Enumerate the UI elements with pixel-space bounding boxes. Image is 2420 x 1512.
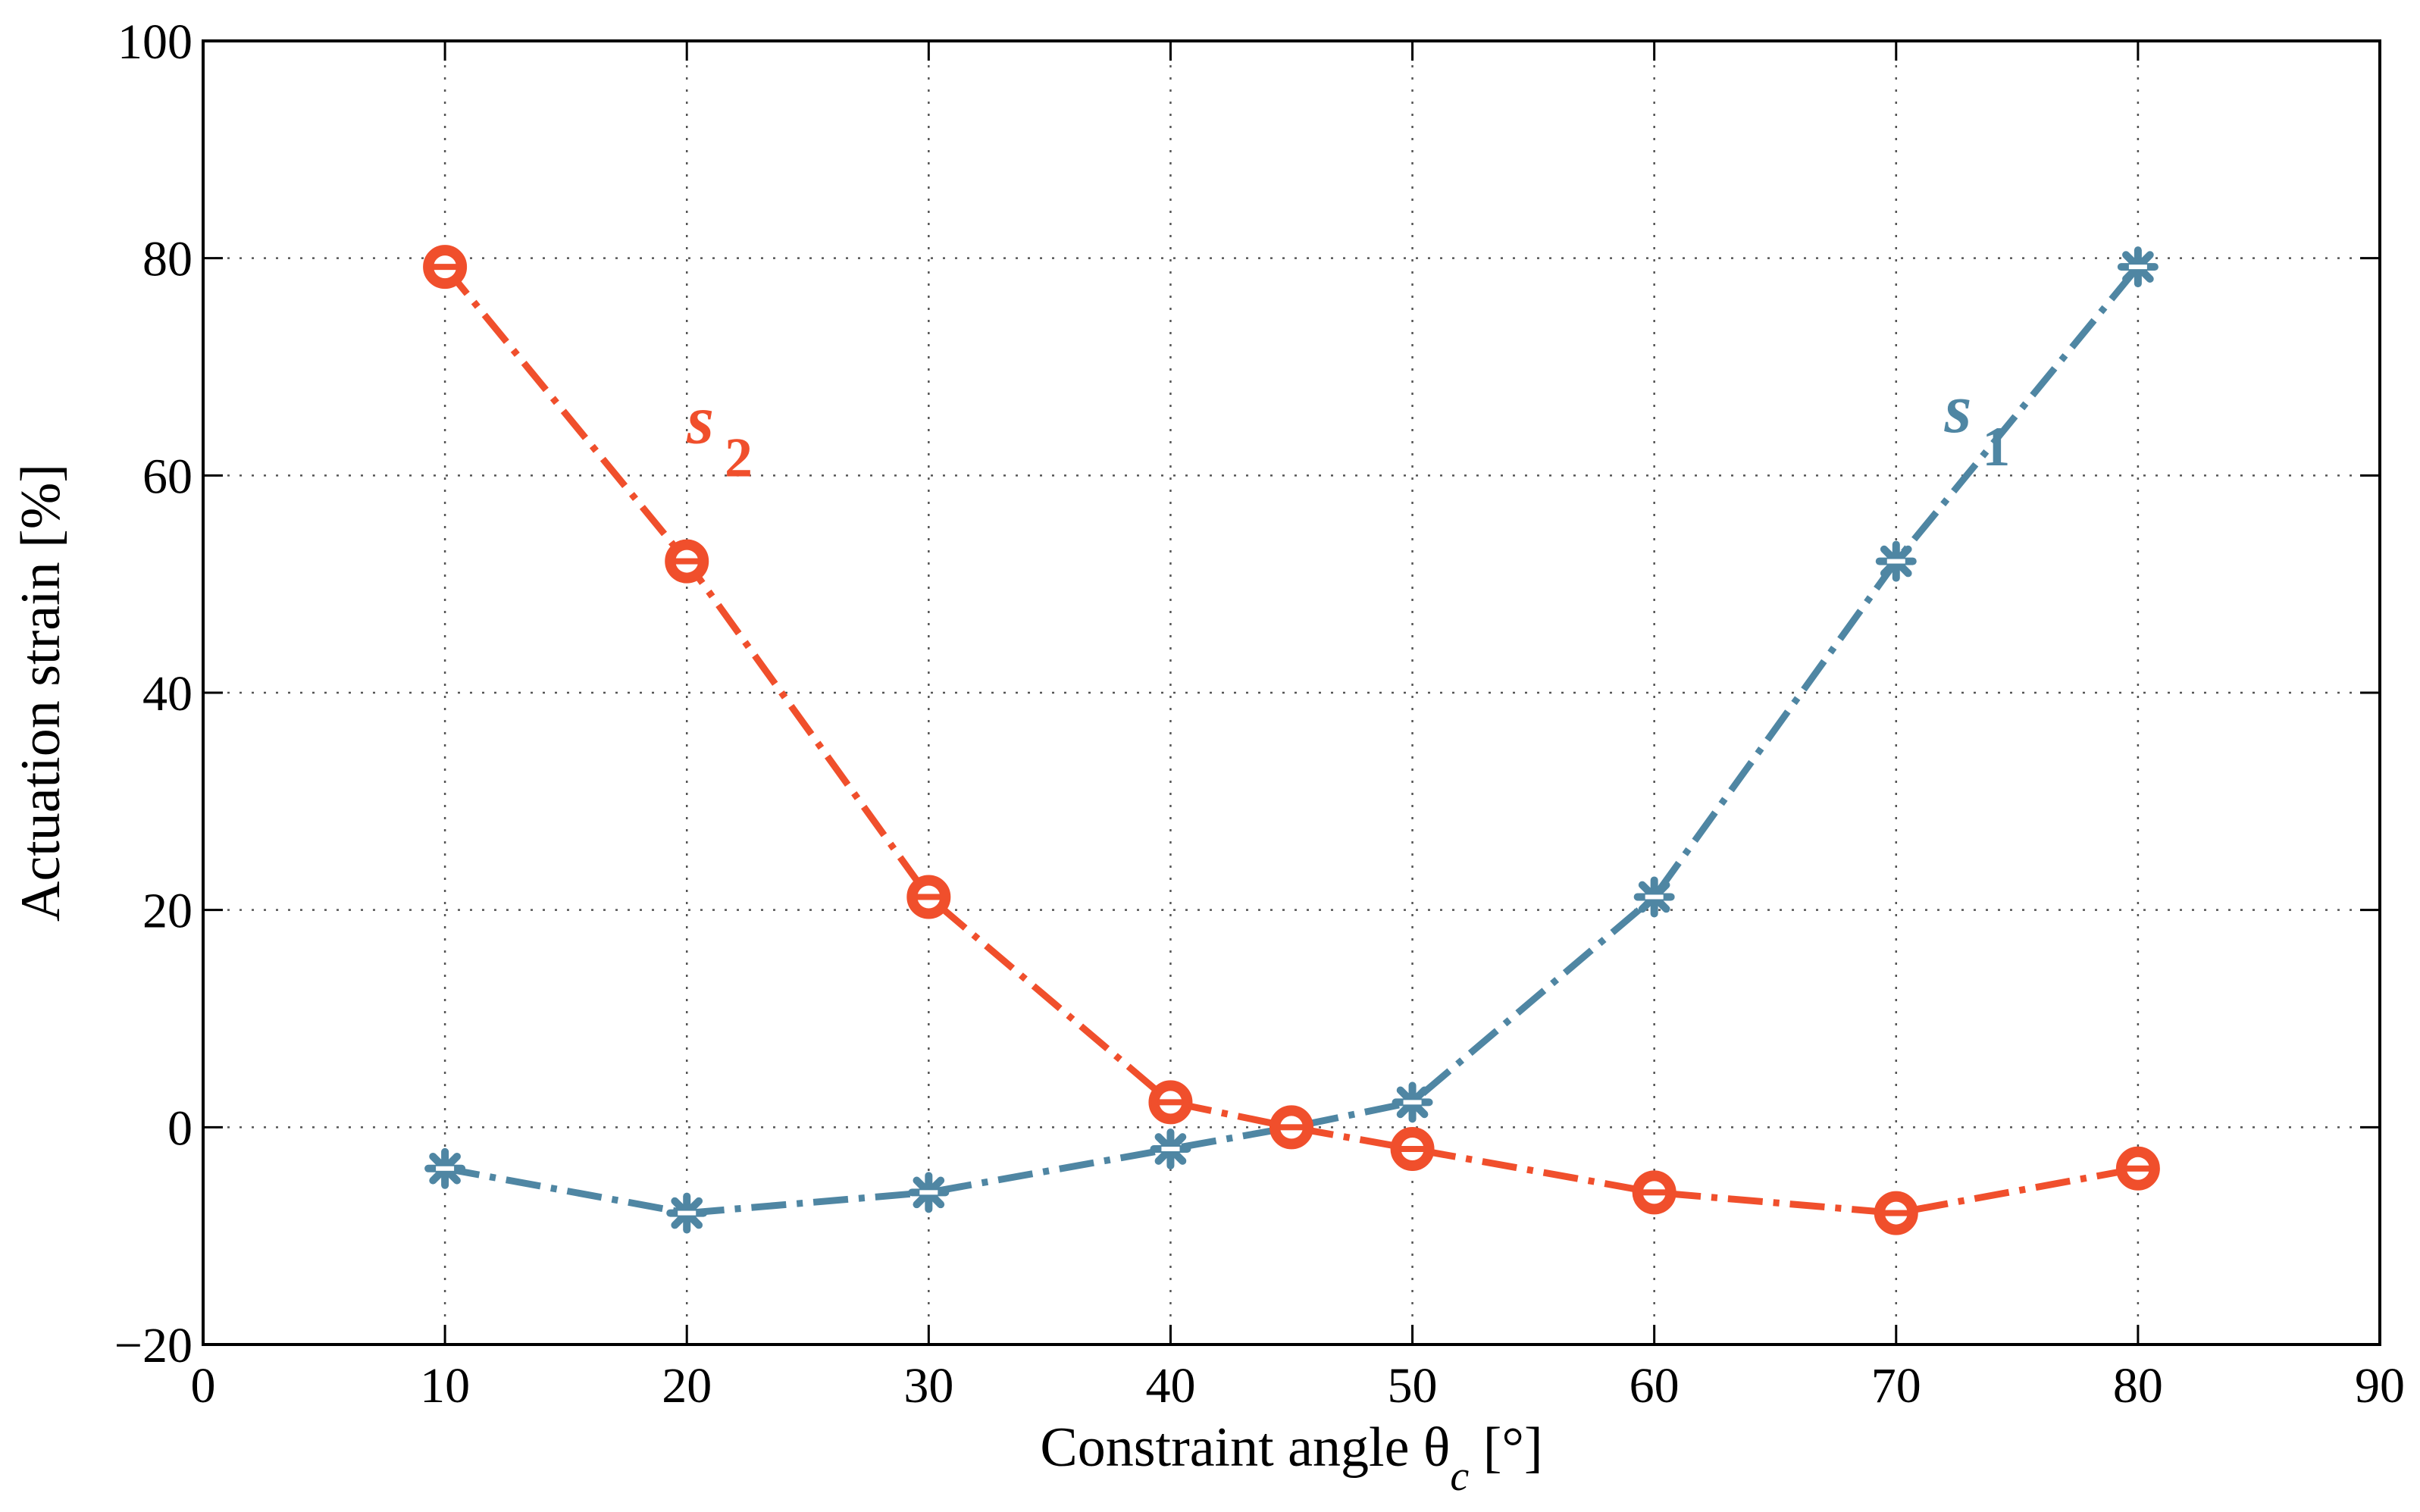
data-point-s2: [1390, 1127, 1435, 1171]
data-point-s2: [665, 539, 709, 584]
data-point-s2: [1874, 1191, 1918, 1235]
x-tick-label: 30: [903, 1358, 953, 1413]
y-tick-label: 40: [142, 666, 193, 722]
series-labels: s 1s 2: [686, 370, 2010, 489]
x-tick-label: 80: [2113, 1358, 2163, 1413]
data-point-s2: [906, 875, 951, 919]
y-tick-label: −20: [114, 1318, 193, 1373]
data-point-s2: [1632, 1170, 1676, 1215]
x-tick-label: 50: [1388, 1358, 1438, 1413]
data-point-s1: [1633, 876, 1675, 918]
y-tick-label: 100: [117, 14, 193, 70]
series-label-subscript: 1: [1982, 416, 2010, 478]
x-axis-title-main: Constraint angle θ: [1040, 1417, 1450, 1479]
x-tick-label: 0: [191, 1358, 216, 1413]
data-point-s1: [424, 1147, 466, 1189]
x-axis-tick-labels: 0 10 20 30 40 50 60 70 80 90: [191, 1358, 2406, 1413]
y-axis-tick-labels: −20 0 20 40 60 80 100: [114, 14, 193, 1373]
series-label-main: s: [1944, 370, 1972, 447]
x-tick-label: 60: [1630, 1358, 1680, 1413]
x-tick-label: 90: [2355, 1358, 2405, 1413]
y-tick-label: 60: [142, 449, 193, 504]
x-tick-label: 10: [420, 1358, 470, 1413]
data-point-s1: [1875, 540, 1917, 582]
data-point-s2: [2115, 1146, 2160, 1191]
x-axis-title: Constraint angle θc [°]: [1040, 1417, 1542, 1500]
series-line-s2: [442, 265, 2139, 1217]
data-point-s1: [666, 1192, 708, 1234]
data-point-s2: [1269, 1105, 1313, 1150]
data-point-s2: [423, 245, 468, 290]
series-s2: [423, 245, 2160, 1235]
x-tick-label: 20: [662, 1358, 712, 1413]
x-tick-label: 70: [1871, 1358, 1921, 1413]
y-tick-label: 20: [142, 884, 193, 939]
y-axis-title: Actuation strain [%]: [10, 464, 72, 922]
data-point-s2: [1148, 1080, 1193, 1125]
series-label-main: s: [686, 380, 714, 458]
x-tick-label: 40: [1145, 1358, 1195, 1413]
data-point-s1: [1392, 1082, 1433, 1123]
x-axis-title-subscript: c: [1450, 1453, 1469, 1500]
data-point-s1: [1150, 1129, 1191, 1169]
series-layer: [423, 245, 2160, 1235]
data-point-s1: [908, 1172, 950, 1213]
tick-marks: [202, 39, 2381, 1346]
series-label-subscript: 2: [725, 427, 753, 489]
data-point-s1: [2117, 246, 2159, 288]
y-tick-label: 0: [167, 1100, 193, 1156]
x-axis-title-unit: [°]: [1469, 1417, 1542, 1479]
y-tick-label: 80: [142, 232, 193, 287]
